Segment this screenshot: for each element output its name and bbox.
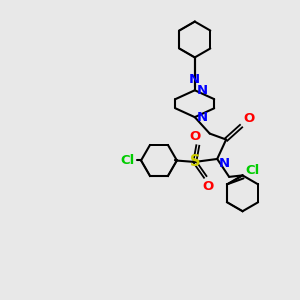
Text: O: O: [202, 180, 214, 193]
Text: Cl: Cl: [121, 154, 135, 167]
Text: Cl: Cl: [245, 164, 259, 177]
Text: O: O: [244, 112, 255, 124]
Text: N: N: [219, 158, 230, 170]
Text: N: N: [196, 111, 207, 124]
Text: N: N: [196, 84, 207, 97]
Text: N: N: [189, 73, 200, 86]
Text: S: S: [190, 154, 200, 169]
Text: O: O: [189, 130, 200, 142]
